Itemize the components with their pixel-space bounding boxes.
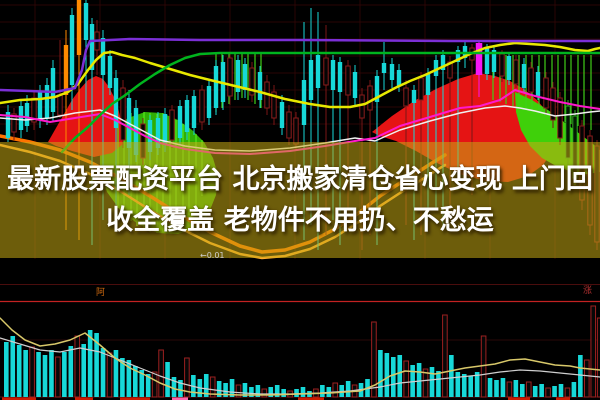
right-pane-marker: 涨 — [583, 286, 593, 296]
headline-line-2: 收全覆盖 老物件不用扔、不愁运 — [106, 204, 494, 236]
bottom-axis-fragments — [2, 397, 570, 400]
volume-ma-lines — [0, 317, 600, 396]
headline-line-1: 最新股票配资平台 北京搬家清仓省心变现 上门回 — [7, 164, 593, 196]
left-pane-marker: 阿 — [96, 288, 106, 298]
pane-separators — [0, 284, 600, 398]
headline-overlay: 最新股票配资平台 北京搬家清仓省心变现 上门回 收全覆盖 老物件不用扔、不愁运 — [0, 142, 600, 258]
candlesticks — [5, 0, 600, 250]
price-marker-label: ←0.01 — [200, 251, 225, 260]
volume-bars — [4, 305, 600, 398]
